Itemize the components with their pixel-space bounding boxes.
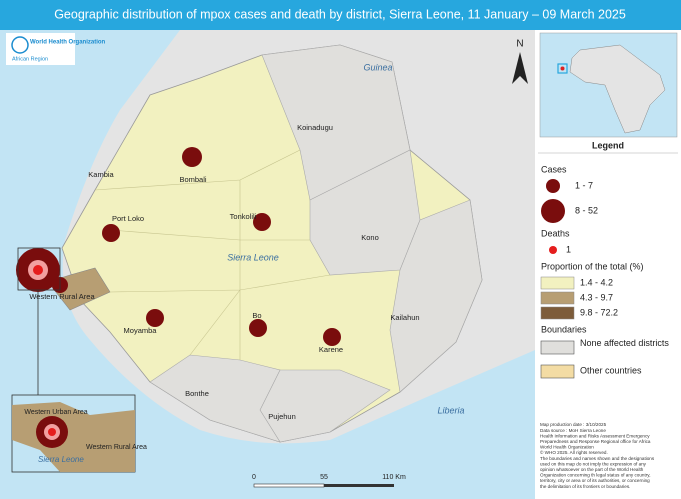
- scale-bar: [253, 483, 325, 488]
- death-dot: [33, 265, 43, 275]
- case-circle: [182, 147, 202, 167]
- district-label: Kono: [361, 233, 379, 242]
- north-label: N: [516, 39, 523, 50]
- district-label: Bo: [252, 311, 261, 320]
- legend-swatch: [546, 179, 560, 193]
- disclaimer-line: Preparedness and Response Regional offic…: [540, 439, 651, 444]
- locator-box: [557, 63, 568, 74]
- scale-label: 110 Km: [382, 474, 406, 481]
- inset-label: Sierra Leone: [38, 455, 84, 464]
- district-label: Tonkolili: [230, 212, 257, 221]
- legend-title: Legend: [592, 140, 624, 150]
- legend-item-text: None affected districts: [580, 338, 669, 348]
- scale-label: 55: [320, 474, 328, 481]
- locator-dot: [560, 66, 565, 71]
- legend-item: 9.8 - 72.2: [580, 307, 618, 317]
- disclaimer-line: opinion whatsoever on the part of the Wo…: [540, 467, 644, 472]
- district-kailahun: [389, 199, 483, 393]
- legend-swatch: [549, 246, 557, 254]
- district-label: Kailahun: [390, 313, 419, 322]
- legend-item: Other countries: [580, 365, 642, 375]
- district-label: Western Rural Area: [29, 292, 95, 301]
- disclaimer-line: Map production date : 3/10/2025: [540, 422, 607, 427]
- district-label: Koinadugu: [297, 123, 333, 132]
- district-bonthe: [149, 354, 281, 443]
- legend-item: None affected districts: [580, 338, 669, 348]
- case-circle: [102, 224, 120, 242]
- scale-bar: [324, 484, 394, 487]
- legend-item: 1 - 7: [575, 180, 593, 190]
- disclaimer-line: Health Information and Risks Assessment …: [540, 433, 650, 438]
- country-label: Guinea: [363, 62, 392, 72]
- logo-emblem: [11, 36, 29, 54]
- legend-heading: Deaths: [541, 228, 570, 238]
- disclaimer-line: The boundaries and names shown and the d…: [540, 456, 655, 461]
- district-label: Moyamba: [124, 326, 158, 335]
- disclaimer-line: Organization concerning th legal status …: [540, 473, 650, 478]
- disclaimer-line: the delimitation of its frontiers or bou…: [540, 484, 630, 489]
- disclaimer-line: World Health Organization: [540, 445, 594, 450]
- disclaimer-line: © WHO 2025. All rights reserved.: [540, 449, 608, 455]
- legend-heading: Proportion of the total (%): [541, 261, 644, 271]
- legend-heading: Boundaries: [541, 324, 587, 334]
- inset-label: Western Urban Area: [24, 409, 87, 416]
- case-circle: [323, 328, 341, 346]
- case-circle: [249, 319, 267, 337]
- scale-label: 0: [252, 474, 256, 481]
- page-title: Geographic distribution of mpox cases an…: [54, 7, 626, 21]
- logo-name: World Health Organization: [30, 40, 106, 46]
- district-label: Kambia: [88, 170, 114, 179]
- inset-label: Western Rural Area: [86, 444, 147, 451]
- legend-item: 4.3 - 9.7: [580, 292, 613, 302]
- logo-box: [6, 33, 75, 65]
- legend-item: 1: [566, 244, 571, 254]
- district-label: Port Loko: [112, 214, 144, 223]
- legend-heading: Cases: [541, 164, 567, 174]
- case-circle: [253, 213, 271, 231]
- inset-locator: [17, 247, 61, 291]
- legend-swatch: [540, 364, 575, 379]
- country-label: Sierra Leone: [227, 252, 279, 262]
- disclaimer-line: Data source : MoH Sierra Leone: [540, 428, 606, 433]
- district-label: Bonthe: [185, 389, 209, 398]
- title-bar: [0, 0, 681, 30]
- north-arrow: [512, 52, 528, 84]
- district-label: Pujehun: [268, 412, 296, 421]
- legend-swatch: [540, 276, 575, 290]
- disclaimer-line: used on this map do not imply the expres…: [540, 461, 647, 466]
- country-label: Liberia: [437, 405, 464, 415]
- legend-swatch: [540, 340, 575, 355]
- district-borders: [94, 149, 331, 360]
- death-dot: [48, 428, 56, 436]
- logo-region: African Region: [12, 56, 48, 62]
- legend-item: 8 - 52: [575, 205, 598, 215]
- legend-swatch: [541, 199, 565, 223]
- case-circle: [146, 309, 164, 327]
- district-label: Karene: [319, 345, 343, 354]
- legend-swatch: [540, 291, 575, 305]
- district-label: Bombali: [179, 175, 206, 184]
- africa: [569, 44, 666, 134]
- legend-item: 1.4 - 4.2: [580, 277, 613, 287]
- disclaimer-line: territory, city or area or of its author…: [540, 478, 650, 483]
- legend-swatch: [540, 306, 575, 320]
